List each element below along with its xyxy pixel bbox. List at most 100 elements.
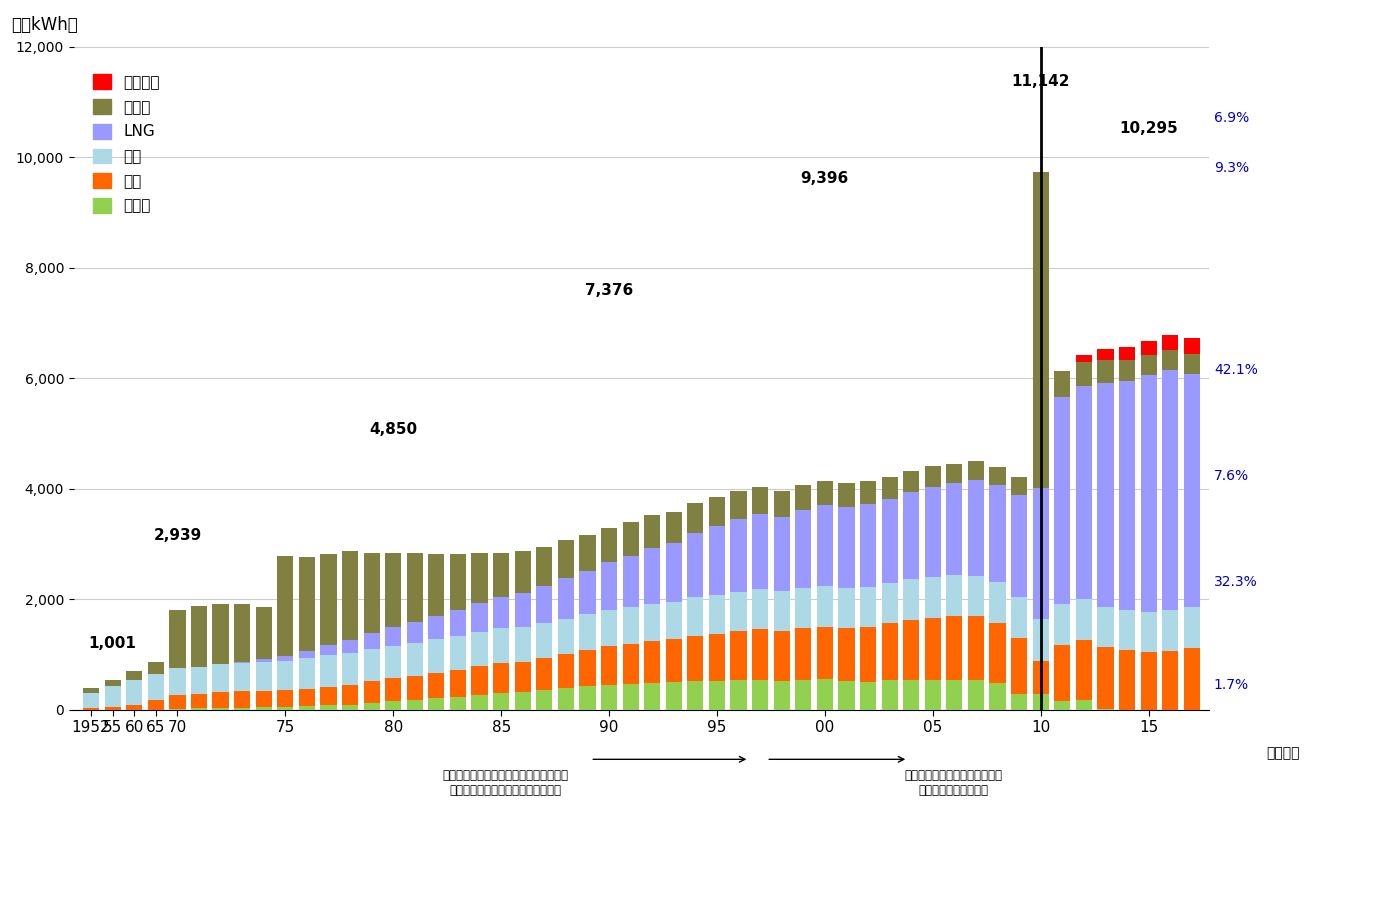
- Bar: [665, 640, 682, 682]
- Bar: [472, 666, 487, 695]
- Bar: [925, 487, 941, 577]
- Bar: [515, 551, 531, 593]
- Bar: [989, 467, 1006, 485]
- Bar: [537, 659, 552, 690]
- Bar: [83, 708, 99, 709]
- Bar: [774, 631, 789, 681]
- Bar: [1054, 397, 1071, 604]
- Bar: [235, 604, 250, 661]
- Bar: [170, 669, 185, 695]
- Bar: [622, 555, 639, 607]
- Bar: [580, 687, 596, 709]
- Bar: [967, 461, 984, 480]
- Bar: [83, 693, 99, 708]
- Bar: [537, 623, 552, 659]
- Bar: [860, 504, 876, 587]
- Bar: [320, 645, 337, 656]
- Bar: [450, 670, 466, 697]
- Bar: [1184, 607, 1199, 649]
- Bar: [774, 681, 789, 709]
- Bar: [277, 707, 294, 709]
- Text: 1,001: 1,001: [88, 636, 137, 651]
- Bar: [752, 680, 769, 709]
- Bar: [622, 684, 639, 709]
- Text: 4,850: 4,850: [370, 422, 417, 438]
- Bar: [299, 651, 315, 658]
- Bar: [493, 553, 509, 597]
- Bar: [515, 662, 531, 692]
- Bar: [1012, 639, 1027, 694]
- Bar: [644, 682, 660, 709]
- Bar: [105, 708, 121, 709]
- Bar: [882, 477, 898, 498]
- Bar: [925, 680, 941, 709]
- Bar: [320, 554, 337, 645]
- Bar: [600, 611, 617, 646]
- Bar: [1012, 495, 1027, 597]
- Bar: [903, 579, 919, 621]
- Bar: [342, 551, 359, 641]
- Bar: [1184, 338, 1199, 354]
- Bar: [665, 544, 682, 602]
- Text: 11,142: 11,142: [1012, 74, 1070, 90]
- Bar: [1097, 382, 1114, 607]
- Bar: [989, 485, 1006, 583]
- Bar: [493, 663, 509, 693]
- Bar: [687, 636, 704, 681]
- Bar: [730, 680, 747, 709]
- Bar: [1140, 375, 1156, 612]
- Bar: [860, 627, 876, 682]
- Bar: [320, 687, 337, 706]
- Bar: [860, 481, 876, 504]
- Bar: [190, 694, 207, 708]
- Bar: [537, 586, 552, 623]
- Bar: [1054, 604, 1071, 645]
- Bar: [709, 497, 725, 526]
- Bar: [320, 706, 337, 709]
- Bar: [947, 464, 962, 484]
- Bar: [752, 487, 769, 514]
- Bar: [255, 691, 272, 708]
- Bar: [428, 699, 444, 709]
- Bar: [1076, 599, 1092, 640]
- Bar: [493, 597, 509, 629]
- Text: 10,295: 10,295: [1119, 121, 1179, 137]
- Bar: [644, 516, 660, 547]
- Bar: [213, 708, 229, 709]
- Bar: [580, 614, 596, 651]
- Bar: [795, 510, 811, 588]
- Bar: [1076, 355, 1092, 362]
- Bar: [1097, 360, 1114, 382]
- Bar: [947, 680, 962, 709]
- Bar: [1119, 610, 1136, 651]
- Bar: [687, 681, 704, 709]
- Bar: [407, 643, 422, 677]
- Bar: [126, 680, 142, 705]
- Bar: [989, 583, 1006, 623]
- Bar: [817, 586, 834, 627]
- Bar: [1054, 371, 1071, 397]
- Bar: [1012, 477, 1027, 495]
- Bar: [860, 682, 876, 709]
- Bar: [1162, 335, 1179, 351]
- Bar: [925, 577, 941, 618]
- Bar: [407, 622, 422, 643]
- Bar: [622, 644, 639, 684]
- Bar: [774, 491, 789, 517]
- Bar: [947, 575, 962, 616]
- Bar: [1184, 354, 1199, 374]
- Bar: [947, 484, 962, 575]
- Bar: [817, 680, 834, 709]
- Bar: [1162, 610, 1179, 651]
- Text: 資源エネルギー庁「電源開発の概要」、
「電力供給計画の概要」を基に作成: 資源エネルギー庁「電源開発の概要」、 「電力供給計画の概要」を基に作成: [442, 769, 569, 797]
- Bar: [515, 593, 531, 627]
- Bar: [385, 646, 402, 679]
- Bar: [925, 618, 941, 680]
- Bar: [947, 616, 962, 680]
- Text: 7,376: 7,376: [585, 283, 633, 298]
- Bar: [1032, 487, 1049, 620]
- Bar: [795, 628, 811, 680]
- Bar: [752, 589, 769, 629]
- Bar: [342, 685, 359, 705]
- Bar: [622, 607, 639, 644]
